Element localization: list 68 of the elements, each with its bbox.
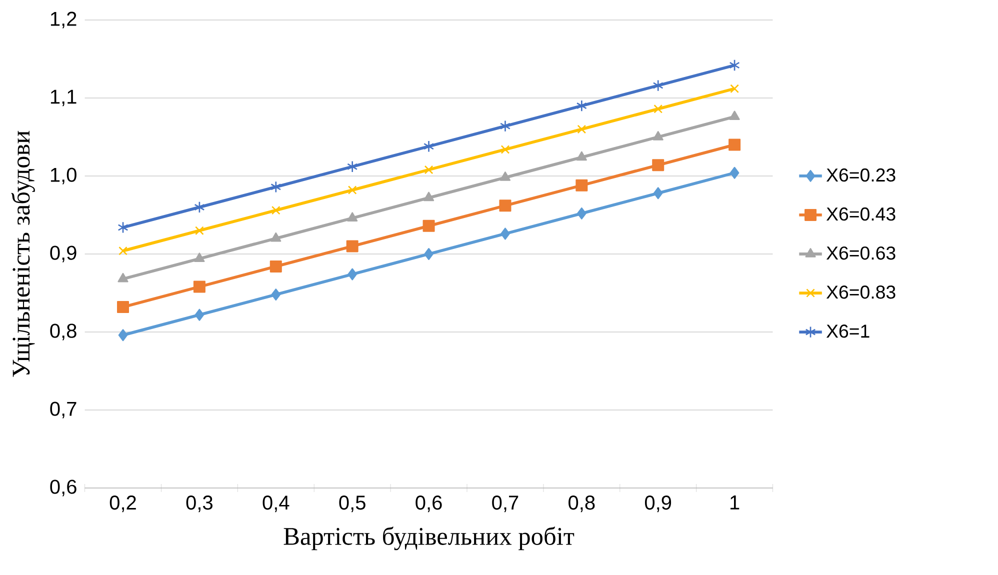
y-tick-label: 1,0 xyxy=(50,168,76,184)
point xyxy=(653,187,663,200)
point xyxy=(117,301,130,314)
legend-label: X6=0.83 xyxy=(826,286,896,299)
point xyxy=(347,160,358,173)
y-tick-label: 1,2 xyxy=(50,12,76,28)
point xyxy=(194,201,205,214)
point xyxy=(576,151,587,161)
y-tick-label: 0,7 xyxy=(50,402,76,418)
point xyxy=(423,192,434,202)
legend-label: X6=1 xyxy=(826,324,870,338)
x-tick-label: 1 xyxy=(730,496,740,510)
point xyxy=(271,206,280,215)
point xyxy=(270,232,282,242)
point xyxy=(654,104,663,114)
point xyxy=(348,186,357,194)
x-tick-label: 0,7 xyxy=(492,496,518,512)
point xyxy=(577,124,586,134)
point xyxy=(270,260,282,272)
point xyxy=(118,329,128,342)
point xyxy=(194,252,205,262)
point xyxy=(118,272,128,282)
point xyxy=(500,120,511,132)
point xyxy=(271,288,281,301)
point xyxy=(500,172,511,181)
legend-label: X6=0.63 xyxy=(826,246,896,260)
x-tick-label: 0,9 xyxy=(644,496,672,512)
point xyxy=(500,228,510,240)
point xyxy=(652,80,664,92)
point xyxy=(423,140,434,152)
x-tick-label: 0,8 xyxy=(568,496,595,512)
point xyxy=(347,212,358,222)
y-axis-title: Ущільненість забудови xyxy=(11,130,35,377)
x-axis-title: Вартість будівельних робіт xyxy=(284,526,574,550)
point xyxy=(729,110,740,120)
point xyxy=(499,200,512,212)
point xyxy=(424,248,434,260)
y-tick-label: 0,9 xyxy=(50,246,76,262)
point xyxy=(576,207,586,220)
point xyxy=(348,268,358,280)
point xyxy=(730,84,739,94)
point xyxy=(118,221,128,234)
point xyxy=(195,226,204,236)
point xyxy=(576,179,588,192)
y-tick-label: 1,1 xyxy=(50,90,76,106)
x-tick-label: 0,4 xyxy=(262,496,290,512)
point xyxy=(500,145,510,154)
point xyxy=(346,240,358,252)
point xyxy=(194,308,204,321)
point xyxy=(728,138,741,151)
x-tick-label: 0,2 xyxy=(110,496,136,512)
point xyxy=(118,246,128,256)
point xyxy=(576,100,587,112)
legend-label: X6=0.23 xyxy=(826,168,896,182)
point xyxy=(652,131,664,140)
point xyxy=(729,59,740,72)
point xyxy=(422,220,435,232)
y-tick-label: 0,8 xyxy=(50,324,76,340)
x-tick-label: 0,3 xyxy=(186,496,212,512)
x-tick-label: 0,5 xyxy=(339,496,366,512)
point xyxy=(730,166,740,179)
y-tick-label: 0,6 xyxy=(50,480,76,496)
point xyxy=(193,280,206,293)
point xyxy=(270,180,282,193)
point xyxy=(652,159,664,172)
legend-label: X6=0.43 xyxy=(826,207,896,221)
point xyxy=(424,165,434,174)
x-tick-label: 0,6 xyxy=(416,496,442,512)
